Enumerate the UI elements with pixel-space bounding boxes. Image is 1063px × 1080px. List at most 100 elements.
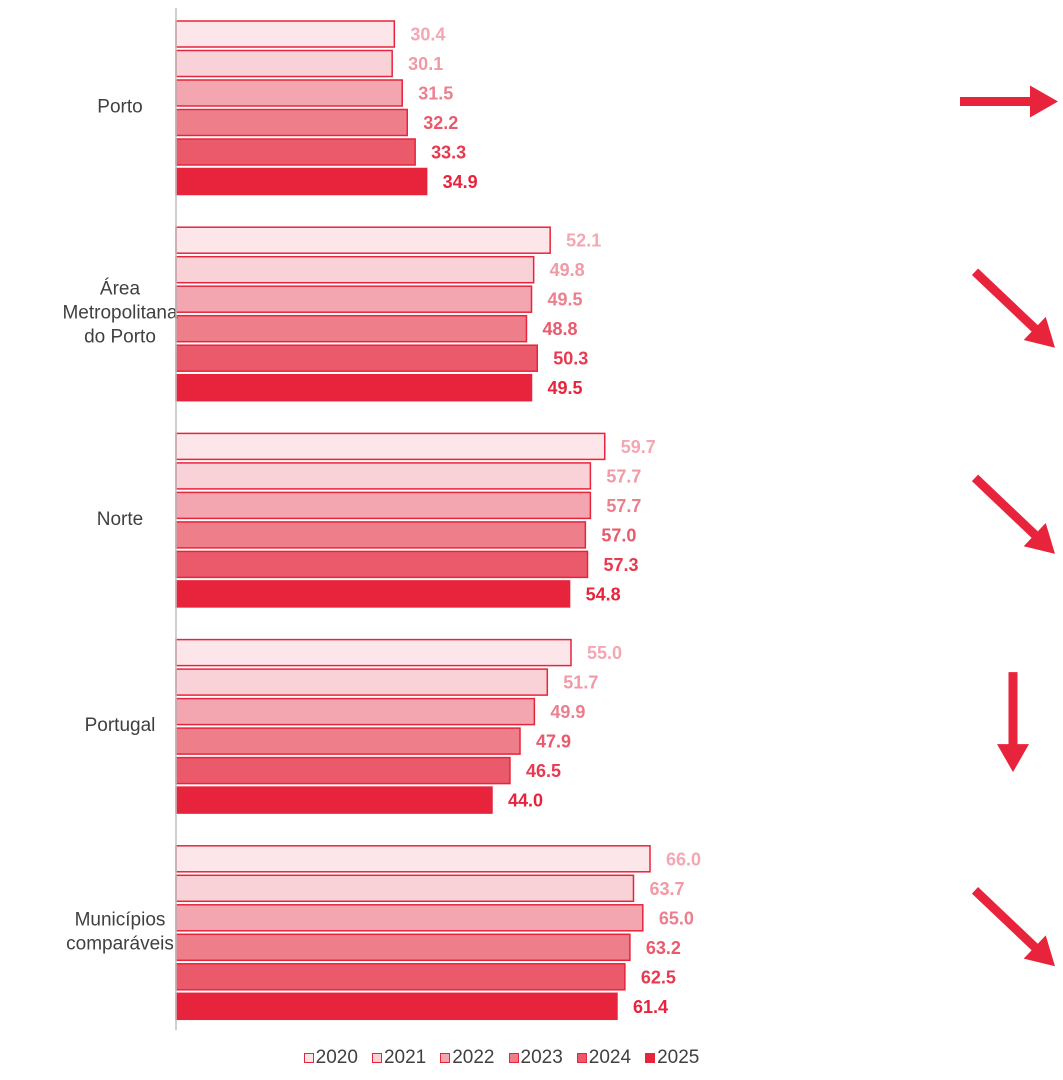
trend-arrow-head-0	[1030, 85, 1058, 118]
value-label-2020-3: 55.0	[587, 643, 622, 663]
value-label-2024-1: 50.3	[553, 349, 588, 369]
bar-2025-1	[175, 373, 533, 402]
bar-2021-0	[175, 49, 393, 78]
bar-2025-2	[175, 580, 571, 608]
bar-2022-1	[175, 285, 533, 313]
category-label-4-line-0: Municípios	[75, 909, 166, 930]
value-label-2025-4: 61.4	[633, 997, 668, 1017]
bar-2020-4	[175, 845, 651, 873]
bar-2023-3	[175, 727, 521, 755]
trend-arrow-shaft-4	[971, 887, 1041, 954]
trend-arrow-shaft-1	[971, 268, 1041, 335]
bar-2024-3	[175, 756, 511, 785]
bar-2025-0	[175, 167, 428, 196]
bars-layer	[175, 20, 651, 1021]
bar-2021-1	[175, 255, 535, 284]
legend-swatch	[303, 1053, 314, 1063]
legend: 2020 2021 2022 2023 2024 2025	[0, 1047, 1003, 1069]
value-label-2022-0: 31.5	[418, 84, 453, 104]
legend-item-2023: 2023	[508, 1047, 563, 1069]
legend-swatch	[576, 1053, 587, 1063]
legend-item-2020: 2020	[303, 1047, 358, 1069]
value-label-2021-4: 63.7	[649, 879, 684, 899]
bar-2020-0	[175, 20, 396, 48]
value-label-2023-0: 32.2	[423, 113, 458, 133]
trend-arrow-head-1	[1023, 316, 1055, 348]
bar-2025-4	[175, 992, 618, 1021]
category-labels-layer: Porto Área Metropolitana do Porto Norte Portu…	[62, 97, 178, 955]
value-label-2025-0: 34.9	[443, 172, 478, 192]
legend-swatch	[440, 1053, 451, 1063]
value-label-2021-3: 51.7	[563, 673, 598, 693]
legend-label: 2023	[520, 1047, 563, 1068]
value-label-2020-1: 52.1	[566, 231, 601, 251]
value-label-2022-3: 49.9	[550, 702, 585, 722]
legend-label: 2022	[452, 1047, 495, 1068]
value-label-2025-3: 44.0	[508, 791, 543, 811]
value-label-2025-1: 49.5	[548, 378, 583, 398]
legend-swatch	[371, 1053, 382, 1063]
bar-2025-3	[175, 786, 493, 814]
bar-2024-4	[175, 963, 626, 991]
bar-2021-2	[175, 462, 592, 490]
trend-arrow-head-3	[997, 744, 1029, 773]
value-label-2021-0: 30.1	[408, 54, 443, 74]
bar-chart: 30.4 30.1 31.5 32.2 33.3 34.9 52.1 49.8 49.5 48.8…	[62, 8, 1058, 1030]
legend-item-2024: 2024	[576, 1047, 632, 1069]
value-label-2023-2: 57.0	[601, 525, 636, 545]
value-label-2020-2: 59.7	[621, 437, 656, 457]
bar-2022-4	[175, 904, 644, 932]
bar-2024-0	[175, 138, 416, 166]
value-label-2020-0: 30.4	[410, 25, 445, 45]
value-label-2020-4: 66.0	[666, 849, 701, 869]
bar-2023-1	[175, 314, 528, 343]
value-labels-layer: 30.4 30.1 31.5 32.2 33.3 34.9 52.1 49.8 49.5 48.8…	[408, 25, 701, 1017]
bar-2022-2	[175, 491, 592, 520]
trend-arrow-head-2	[1023, 523, 1055, 554]
trend-arrow-head-4	[1023, 935, 1055, 967]
bar-2020-2	[175, 432, 606, 461]
value-label-2025-2: 54.8	[586, 584, 621, 604]
bar-2021-3	[175, 668, 549, 696]
value-label-2024-3: 46.5	[526, 761, 561, 781]
bar-2023-4	[175, 933, 631, 962]
legend-swatch	[508, 1053, 519, 1063]
category-label-1-line-0: Área	[100, 279, 141, 300]
bar-2020-1	[175, 226, 551, 254]
category-label-0-line-0: Porto	[97, 97, 142, 118]
value-label-2023-3: 47.9	[536, 732, 571, 752]
legend-item-2025: 2025	[645, 1047, 699, 1069]
value-label-2021-2: 57.7	[606, 466, 641, 486]
category-label-4-line-1: comparáveis	[66, 933, 174, 954]
legend-label: 2025	[657, 1047, 700, 1068]
value-label-2024-2: 57.3	[604, 555, 639, 575]
bar-2024-2	[175, 550, 589, 579]
bar-2023-0	[175, 108, 409, 137]
legend-label: 2020	[315, 1047, 358, 1068]
bar-2020-3	[175, 638, 572, 667]
value-label-2022-1: 49.5	[548, 290, 583, 310]
value-label-2022-4: 65.0	[659, 908, 694, 928]
bar-2022-3	[175, 697, 536, 726]
value-label-2023-1: 48.8	[542, 319, 577, 339]
legend-swatch	[645, 1053, 656, 1063]
value-label-2023-4: 63.2	[646, 938, 681, 958]
bar-2021-4	[175, 874, 635, 903]
trend-arrows-layer	[960, 85, 1058, 967]
value-label-2021-1: 49.8	[550, 260, 585, 280]
bar-2023-2	[175, 521, 587, 549]
category-label-1-line-1: Metropolitana	[62, 303, 178, 324]
category-label-2-line-0: Norte	[97, 509, 143, 530]
legend-label: 2024	[588, 1047, 632, 1068]
category-label-1-line-2: do Porto	[84, 327, 156, 348]
bar-2024-1	[175, 344, 538, 372]
legend-item-2022: 2022	[440, 1047, 495, 1069]
legend-label: 2021	[383, 1047, 427, 1068]
category-label-3-line-0: Portugal	[85, 715, 156, 736]
value-label-2024-4: 62.5	[641, 967, 676, 987]
value-label-2024-0: 33.3	[431, 143, 466, 163]
legend-item-2021: 2021	[371, 1047, 427, 1069]
bar-2022-0	[175, 79, 403, 107]
value-label-2022-2: 57.7	[606, 496, 641, 516]
trend-arrow-shaft-2	[971, 474, 1041, 541]
